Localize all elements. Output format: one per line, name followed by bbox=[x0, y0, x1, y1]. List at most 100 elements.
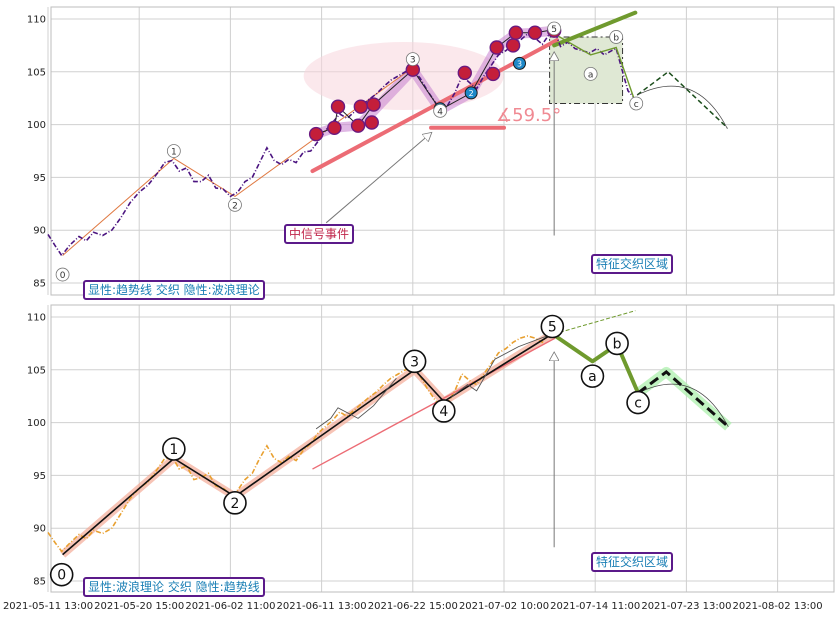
event-mark bbox=[457, 65, 472, 81]
sub-wave-bottom bbox=[315, 377, 397, 430]
wave-point-top bbox=[609, 30, 624, 44]
x-tick-label: 2021-08-02 13:00 bbox=[733, 601, 823, 612]
wave-point-bottom-label: 3 bbox=[410, 354, 419, 370]
wave-point-bottom bbox=[49, 562, 74, 587]
post-peak-green bbox=[553, 33, 635, 98]
wave-line-bottom bbox=[62, 333, 553, 556]
event-mark bbox=[485, 66, 501, 82]
wave-point-bottom bbox=[402, 349, 427, 374]
top-region-label: 特征交织区域 bbox=[591, 254, 674, 274]
wave-point-top-label: 2 bbox=[232, 201, 238, 211]
event-mark bbox=[527, 25, 543, 40]
future-dashed-bottom bbox=[637, 369, 730, 428]
y-tick-label: 90 bbox=[33, 524, 46, 535]
y-tick-label: 95 bbox=[33, 173, 46, 184]
x-tick-label: 2021-07-14 11:00 bbox=[550, 601, 640, 612]
wave-point-top-label: 0 bbox=[60, 271, 66, 281]
future-curve bbox=[636, 85, 728, 129]
y-tick-label: 85 bbox=[33, 279, 46, 290]
x-tick-label: 2021-07-02 10:00 bbox=[459, 601, 549, 612]
y-tick-label: 105 bbox=[27, 67, 46, 78]
wave-point-bottom bbox=[540, 314, 565, 339]
top-panel-label-text: 显性:趋势线 交织 隐性:波浪理论 bbox=[88, 283, 260, 297]
wave-point-top bbox=[547, 21, 562, 36]
wave-point-top bbox=[433, 103, 448, 118]
correction-abc bbox=[551, 332, 640, 394]
wave-point-top bbox=[405, 52, 420, 67]
top-region-label-text: 特征交织区域 bbox=[596, 257, 669, 271]
projection-green bbox=[552, 10, 638, 48]
wave-point-top-label: 5 bbox=[551, 25, 557, 35]
price-line-bottom bbox=[47, 331, 551, 553]
event-mark bbox=[308, 126, 324, 142]
wave-point-top bbox=[55, 267, 70, 282]
future-band-bottom bbox=[635, 366, 732, 431]
wave-point-bottom-label: 4 bbox=[439, 404, 448, 420]
projection-dashed bbox=[554, 310, 636, 335]
event-mark bbox=[350, 118, 366, 133]
wave-point-bottom bbox=[432, 399, 456, 423]
future-dashed-path bbox=[636, 70, 728, 129]
wave-point-bottom-label: 5 bbox=[548, 320, 557, 336]
event-mark bbox=[353, 99, 369, 114]
top-angle-label-text: ∡59.5° bbox=[496, 105, 562, 126]
y-tick-label: 100 bbox=[27, 418, 46, 429]
y-tick-label: 95 bbox=[33, 471, 46, 482]
wave-point-top-label: b bbox=[613, 33, 619, 43]
wave-point-bottom-label: 2 bbox=[230, 496, 239, 512]
event-mark bbox=[489, 40, 504, 55]
panel-frame-1 bbox=[50, 304, 835, 593]
bottom-panel-label: 显性:波浪理论 交织 隐性:趋势线 bbox=[83, 577, 265, 597]
wave-point-top-label: a bbox=[588, 70, 594, 80]
panel-frame-0 bbox=[50, 6, 835, 296]
small-wave-mark bbox=[513, 56, 527, 70]
y-tick-label: 100 bbox=[27, 120, 46, 131]
wave-point-top bbox=[583, 67, 598, 81]
wave-point-bottom bbox=[162, 437, 186, 461]
wave-point-bottom-label: 0 bbox=[57, 568, 66, 584]
y-tick-label: 110 bbox=[27, 313, 46, 324]
top-event-label-text: 中信号事件 bbox=[289, 227, 350, 241]
event-mark bbox=[330, 99, 346, 114]
x-tick-label: 2021-06-11 13:00 bbox=[277, 601, 367, 612]
wave-point-top-label: 1 bbox=[171, 148, 177, 158]
event-mark bbox=[364, 115, 379, 130]
y-tick-label: 110 bbox=[27, 15, 46, 26]
bottom-region-label-text: 特征交织区域 bbox=[596, 555, 669, 569]
wave-point-bottom bbox=[626, 390, 650, 415]
bottom-region-label: 特征交织区域 bbox=[591, 552, 674, 572]
small-wave-mark-label: 1 bbox=[438, 105, 443, 114]
sub-wave-bottom-2 bbox=[450, 333, 553, 398]
trend-line bbox=[62, 67, 414, 256]
trend-line-bottom bbox=[312, 337, 556, 470]
small-wave-mark bbox=[464, 86, 478, 100]
top-panel-label: 显性:趋势线 交织 隐性:波浪理论 bbox=[83, 280, 265, 300]
wave-point-top bbox=[629, 96, 644, 111]
bottom-panel-label-text: 显性:波浪理论 交织 隐性:趋势线 bbox=[88, 580, 260, 594]
small-wave-mark-label: 2 bbox=[469, 89, 474, 98]
y-tick-label: 85 bbox=[33, 577, 46, 588]
top-angle-label: ∡59.5° bbox=[496, 106, 561, 126]
wave-point-bottom-label: a bbox=[588, 369, 597, 385]
wave-point-bottom-label: c bbox=[634, 396, 642, 412]
wave-point-top bbox=[166, 144, 181, 158]
top-event-label: 中信号事件 bbox=[284, 224, 355, 244]
x-tick-label: 2021-07-23 13:00 bbox=[641, 601, 731, 612]
event-arrow bbox=[325, 133, 431, 224]
future-curve-bottom bbox=[637, 383, 729, 427]
x-tick-label: 2021-06-22 15:00 bbox=[368, 601, 458, 612]
wave-point-bottom-label: 1 bbox=[169, 442, 178, 458]
wave-point-top-label: 4 bbox=[437, 107, 443, 117]
y-tick-label: 105 bbox=[27, 365, 46, 376]
x-tick-label: 2021-05-11 13:00 bbox=[3, 601, 93, 612]
wave-point-top-label: 3 bbox=[410, 56, 416, 66]
wave-point-bottom bbox=[605, 331, 629, 356]
wave-point-bottom bbox=[580, 364, 605, 388]
wave-point-top-label: c bbox=[634, 100, 639, 110]
event-mark bbox=[505, 38, 521, 53]
x-tick-label: 2021-05-20 15:00 bbox=[94, 601, 184, 612]
wave-band-bottom bbox=[59, 330, 555, 558]
event-mark bbox=[508, 25, 524, 40]
